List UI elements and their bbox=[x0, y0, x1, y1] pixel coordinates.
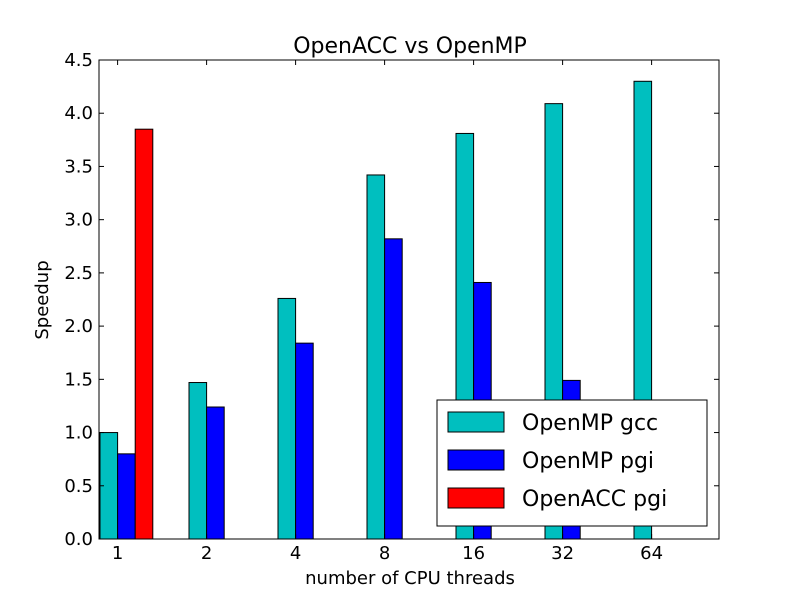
y-axis: 0.0 0.5 1.0 1.5 2.0 2.5 3.0 3.5 4.0 4.5 bbox=[64, 50, 719, 550]
y-tick-label: 2.5 bbox=[64, 263, 93, 284]
y-tick-label: 0.5 bbox=[64, 476, 93, 497]
y-tick-label: 4.5 bbox=[64, 50, 93, 71]
legend-swatch bbox=[447, 487, 505, 509]
bar-openmp-gcc-4 bbox=[277, 297, 297, 540]
y-tick-label: 3.0 bbox=[64, 210, 93, 231]
x-axis: 1 2 4 8 16 32 64 bbox=[112, 60, 663, 564]
x-tick-label: 1 bbox=[112, 543, 123, 564]
legend-swatch bbox=[447, 411, 505, 433]
bar-openmp-pgi-1 bbox=[117, 453, 136, 540]
legend-label: OpenMP pgi bbox=[522, 449, 654, 474]
x-tick-label: 64 bbox=[640, 543, 663, 564]
bar-openmp-gcc-2 bbox=[188, 382, 208, 540]
y-tick-label: 4.0 bbox=[64, 103, 93, 124]
bar-openmp-gcc-8 bbox=[366, 174, 386, 540]
legend-label: OpenMP gcc bbox=[522, 411, 658, 436]
chart-title: OpenACC vs OpenMP bbox=[293, 34, 527, 59]
y-tick-label: 0.0 bbox=[64, 529, 93, 550]
y-axis-label: Speedup bbox=[32, 260, 53, 339]
bar-openmp-pgi-8 bbox=[384, 238, 403, 540]
y-tick-label: 2.0 bbox=[64, 316, 93, 337]
bar-openmp-pgi-2 bbox=[206, 406, 225, 540]
legend-swatch bbox=[447, 449, 505, 471]
x-tick-label: 2 bbox=[201, 543, 212, 564]
x-axis-label: number of CPU threads bbox=[305, 568, 515, 589]
legend: OpenMP gcc OpenMP pgi OpenACC pgi bbox=[436, 399, 708, 527]
x-tick-label: 4 bbox=[290, 543, 301, 564]
y-tick-label: 1.0 bbox=[64, 423, 93, 444]
y-tick-label: 3.5 bbox=[64, 156, 93, 177]
plot-frame bbox=[98, 59, 720, 540]
legend-label: OpenACC pgi bbox=[522, 487, 667, 512]
x-tick-label: 8 bbox=[379, 543, 390, 564]
y-tick-label: 1.5 bbox=[64, 369, 93, 390]
bar-openmp-pgi-4 bbox=[295, 342, 314, 540]
bar-openacc-pgi-1 bbox=[134, 128, 154, 540]
x-tick-label: 32 bbox=[551, 543, 574, 564]
x-tick-label: 16 bbox=[462, 543, 485, 564]
